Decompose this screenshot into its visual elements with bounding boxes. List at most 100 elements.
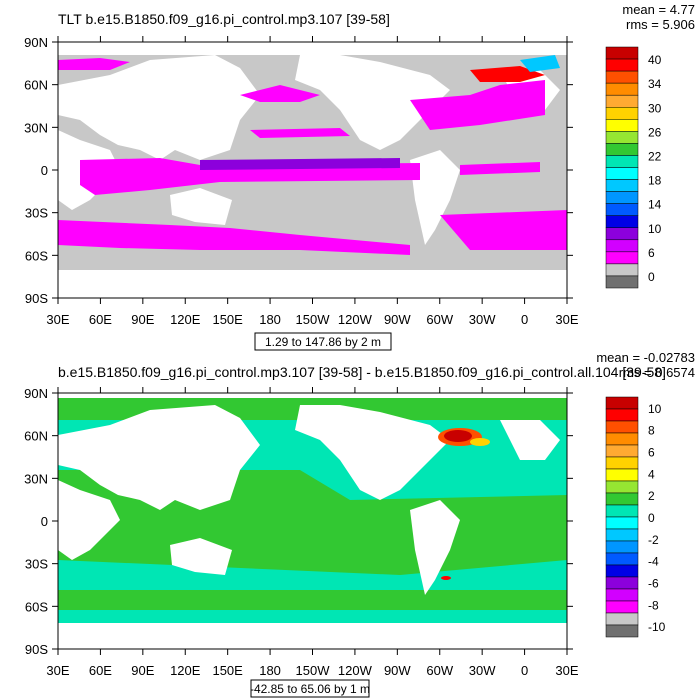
x-tick-label: 150W — [296, 663, 331, 678]
colorbar-label: 0 — [648, 511, 655, 525]
colorbar-swatch — [605, 263, 639, 277]
panel-1-x-ticks: 30E 60E 90E 120E 150E 180 150W 120W 90W 60W 30W 0 30… — [46, 36, 579, 327]
colorbar-swatch — [605, 275, 639, 289]
colorbar-label: 40 — [648, 53, 662, 67]
y-tick-label: 90S — [25, 291, 48, 306]
x-tick-label: 90E — [131, 312, 154, 327]
colorbar-swatch — [605, 179, 639, 192]
colorbar-swatch — [605, 227, 639, 241]
colorbar-swatch — [605, 528, 639, 542]
colorbar-swatch — [605, 576, 639, 590]
x-tick-label: 150E — [212, 312, 243, 327]
colorbar-swatch — [605, 191, 639, 204]
panel-1-title: TLT b.e15.B1850.f09_g16.pi_control.mp3.1… — [58, 11, 390, 27]
colorbar-swatch — [605, 82, 639, 96]
colorbar-swatch — [605, 239, 639, 253]
y-tick-label: 60N — [24, 429, 48, 444]
panel-1-range-note: 1.29 to 147.86 by 2 m — [265, 335, 381, 349]
colorbar-label: 14 — [648, 198, 662, 212]
x-tick-label: 30W — [469, 663, 496, 678]
colorbar-label: -4 — [648, 555, 659, 569]
colorbar-swatch — [605, 516, 639, 530]
colorbar-swatch — [605, 155, 639, 168]
panel-1: TLT b.e15.B1850.f09_g16.pi_control.mp3.1… — [24, 2, 695, 351]
colorbar-label: 10 — [648, 222, 662, 236]
panel-2-range-note: -42.85 to 65.06 by 1 m — [250, 682, 370, 696]
panel-2-colorbar: 10 8 6 4 2 0 -2 -4 -6 -8 -10 — [605, 396, 666, 638]
x-tick-label: 120W — [338, 663, 373, 678]
colorbar-swatch — [605, 408, 639, 422]
y-tick-label: 0 — [41, 163, 48, 178]
y-tick-label: 30N — [24, 471, 48, 486]
colorbar-label: 2 — [648, 489, 655, 503]
colorbar-swatch — [605, 131, 639, 144]
colorbar-swatch — [605, 251, 639, 265]
panel-1-y-ticks: 90N 60N 30N 0 30S 60S 90S — [24, 35, 573, 306]
colorbar-label: -10 — [648, 620, 666, 634]
panel-1-colorbar: 40 34 30 26 22 18 14 10 6 0 — [605, 46, 662, 289]
panel-2-y-ticks: 90N 60N 30N 0 30S 60S 90S — [24, 386, 573, 657]
colorbar-label: -8 — [648, 598, 659, 612]
colorbar-swatch — [605, 456, 639, 470]
x-tick-label: 90W — [384, 663, 411, 678]
x-tick-label: 180 — [259, 312, 281, 327]
colorbar-swatch — [605, 588, 639, 602]
colorbar-label: 6 — [648, 446, 655, 460]
y-tick-label: 60S — [25, 599, 48, 614]
colorbar-label: 10 — [648, 402, 662, 416]
y-tick-label: 30S — [25, 557, 48, 572]
x-tick-label: 150E — [212, 663, 243, 678]
colorbar-label: 22 — [648, 149, 662, 163]
colorbar-label: 34 — [648, 77, 662, 91]
colorbar-swatch — [605, 480, 639, 494]
x-tick-label: 150W — [296, 312, 331, 327]
colorbar-label: 26 — [648, 125, 662, 139]
panel-2-title: b.e15.B1850.f09_g16.pi_control.mp3.107 [… — [58, 364, 666, 380]
x-tick-label: 30E — [555, 663, 578, 678]
colorbar-label: 18 — [648, 174, 662, 188]
colorbar-swatch — [605, 46, 639, 60]
y-tick-label: 30N — [24, 120, 48, 135]
colorbar-swatch — [605, 58, 639, 72]
colorbar-label: 0 — [648, 270, 655, 284]
colorbar-label: 8 — [648, 424, 655, 438]
colorbar-swatch — [605, 540, 639, 554]
colorbar-swatch — [605, 600, 639, 614]
colorbar-label: 4 — [648, 467, 655, 481]
x-tick-label: 30E — [46, 663, 69, 678]
y-tick-label: 60N — [24, 78, 48, 93]
colorbar-swatch — [605, 143, 639, 156]
colorbar-swatch — [605, 468, 639, 482]
x-tick-label: 120E — [170, 312, 201, 327]
x-tick-label: 90E — [131, 663, 154, 678]
x-tick-label: 0 — [521, 663, 528, 678]
panel-1-map — [57, 41, 568, 299]
x-tick-label: 30W — [469, 312, 496, 327]
x-tick-label: 30E — [555, 312, 578, 327]
panel-2: b.e15.B1850.f09_g16.pi_control.mp3.107 [… — [24, 350, 695, 698]
colorbar-swatch — [605, 70, 639, 84]
x-tick-label: 120W — [338, 312, 373, 327]
panel-2-rms: rms = 0.6574 — [619, 365, 695, 380]
colorbar-swatch — [605, 94, 639, 108]
y-tick-label: 90S — [25, 642, 48, 657]
colorbar-swatch — [605, 396, 639, 410]
colorbar-swatch — [605, 107, 639, 120]
y-tick-label: 30S — [25, 206, 48, 221]
panel-1-mean: mean = 4.77 — [622, 2, 695, 17]
x-tick-label: 90W — [384, 312, 411, 327]
x-tick-label: 60E — [89, 663, 112, 678]
y-tick-label: 90N — [24, 386, 48, 401]
colorbar-swatch — [605, 504, 639, 518]
colorbar-swatch — [605, 564, 639, 578]
colorbar-swatch — [605, 420, 639, 434]
colorbar-swatch — [605, 432, 639, 446]
colorbar-label: -6 — [648, 576, 659, 590]
panel-2-mean: mean = -0.02783 — [596, 350, 695, 365]
colorbar-swatch — [605, 612, 639, 626]
colorbar-swatch — [605, 203, 639, 216]
colorbar-swatch — [605, 215, 639, 228]
panel-1-rms: rms = 5.906 — [626, 17, 695, 32]
panel-2-x-ticks: 30E 60E 90E 120E 150E 180 150W 120W 90W 60W 30W 0 30… — [46, 387, 579, 678]
